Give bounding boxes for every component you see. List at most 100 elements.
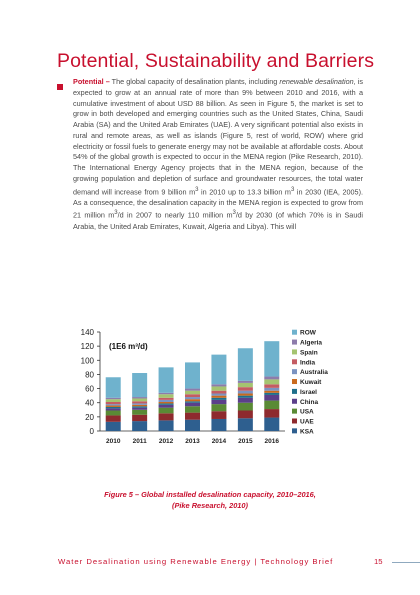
bar-segment-india	[105, 402, 121, 405]
bar-segment-uae	[158, 413, 174, 421]
bar-segment-spain	[264, 379, 280, 385]
x-tick-label: 2016	[265, 438, 280, 445]
y-tick-label: 60	[85, 385, 94, 394]
bar-segment-ksa	[185, 419, 200, 431]
bar-segment-uae	[132, 414, 148, 422]
bar-segment-row	[158, 367, 174, 393]
x-tick-label: 2014	[212, 438, 227, 445]
bar-segment-uae	[185, 412, 200, 420]
bar-segment-kuwait	[158, 402, 174, 404]
superscript-3: 3	[114, 210, 118, 217]
bar-segment-ksa	[264, 417, 280, 431]
figure-caption-line-1: Figure 5 – Global installed desalination…	[104, 490, 316, 499]
legend-label: KSA	[300, 428, 314, 435]
bar-segment-row	[132, 373, 148, 398]
paragraph-text-6: /d by 2030 (of which 70% is in Saudi Ara…	[73, 210, 364, 231]
bar-segment-israel	[132, 406, 148, 408]
y-tick-label: 80	[85, 370, 94, 379]
bar-segment-row	[237, 348, 253, 381]
bar-segment-australia	[264, 387, 280, 391]
legend-label: UAE	[300, 418, 314, 425]
bar-segment-israel	[185, 401, 200, 403]
bar-segment-usa	[158, 407, 174, 414]
bar-segment-india	[185, 394, 200, 398]
bar-segment-usa	[185, 406, 200, 413]
legend-label: India	[300, 359, 316, 366]
capacity-chart: 0 20 40 60 80 100 120 140 (1E6 m³/d) 2010 2011 2012…	[70, 300, 350, 480]
bar-segment-algeria	[237, 380, 253, 383]
bar-segment-india	[237, 387, 253, 391]
bar-segment-ksa	[211, 418, 227, 431]
bar-segment-spain	[237, 382, 253, 388]
legend-swatch-spain	[292, 349, 297, 355]
bar-segment-kuwait	[132, 404, 148, 407]
legend-swatch-israel	[292, 388, 297, 394]
bar-segment-uae	[105, 415, 121, 422]
stacked-bar-chart: 0 20 40 60 80 100 120 140 (1E6 m³/d) 2010 2011 2012…	[81, 328, 329, 445]
bar-segment-usa	[264, 400, 280, 410]
bar-segment-australia	[132, 403, 148, 405]
legend-swatch-kuwait	[292, 379, 297, 385]
paragraph-emphasis: renewable desalination	[279, 77, 354, 86]
legend-label: USA	[300, 409, 314, 416]
paragraph-text-2: , is expected to grow at an annual rate …	[73, 77, 363, 196]
bar-segment-usa	[237, 402, 253, 411]
bar-segment-india	[264, 384, 280, 388]
bar-segment-spain	[185, 390, 200, 395]
legend-label: ROW	[300, 330, 317, 337]
bar-segment-usa	[132, 409, 148, 415]
section-title: Potential, Sustainability and Barriers	[57, 50, 375, 72]
bar-segment-spain	[132, 398, 148, 402]
bar-segment-ksa	[237, 418, 253, 431]
bar-segment-algeria	[211, 384, 227, 387]
bar-segment-australia	[211, 393, 227, 396]
paragraph-text-4: in 2030 (IEA, 2005). As a consequence, t…	[73, 186, 364, 220]
bar-segment-india	[132, 401, 148, 404]
bar-segment-ksa	[158, 420, 174, 431]
y-tick-label: 140	[81, 328, 95, 337]
y-tick-label: 20	[85, 413, 94, 422]
bar-segment-china	[132, 407, 148, 410]
bar-segment-row	[264, 341, 280, 377]
bar-segment-algeria	[264, 376, 280, 380]
paragraph-lead: Potential –	[73, 77, 110, 86]
bar-segment-row	[185, 362, 200, 389]
legend-label: Australia	[300, 369, 328, 376]
bar-segment-algeria	[105, 397, 121, 400]
legend-swatch-china	[292, 398, 297, 404]
legend-swatch-ksa	[292, 428, 297, 434]
bar-segment-china	[211, 399, 227, 405]
unit-label: (1E6 m³/d)	[109, 342, 148, 351]
bar-segment-kuwait	[185, 399, 200, 402]
figure-caption-line-2: (Pike Research, 2010)	[171, 500, 248, 510]
figure-caption: Figure 5 – Global installed desalination…	[60, 490, 360, 511]
bar-segment-india	[211, 390, 227, 394]
legend-swatch-row	[292, 329, 297, 335]
x-tick-label: 2010	[106, 438, 121, 445]
bar-segment-india	[158, 397, 174, 400]
superscript-3: 3	[195, 186, 199, 193]
bar-segment-australia	[105, 404, 121, 406]
bar-segment-israel	[158, 403, 174, 405]
bar-segment-australia	[185, 397, 200, 400]
legend-label: Algeria	[300, 340, 322, 347]
legend-swatch-india	[292, 359, 297, 365]
bar-segment-row	[211, 354, 227, 385]
x-tick-label: 2015	[238, 438, 253, 445]
superscript-3: 3	[290, 186, 295, 193]
x-tick-label: 2012	[159, 438, 174, 445]
bar-segment-china	[237, 397, 253, 403]
legend-swatch-australia	[292, 369, 297, 375]
bar-segment-china	[158, 404, 174, 408]
bar-segment-kuwait	[211, 395, 227, 398]
bar-segment-kuwait	[105, 405, 121, 407]
body-paragraph: Potential – The global capacity of desal…	[73, 77, 363, 232]
bar-segment-usa	[105, 410, 121, 416]
bar-segment-spain	[105, 399, 121, 403]
legend-label: China	[300, 399, 318, 406]
x-tick-label: 2011	[133, 438, 147, 445]
bar-segment-row	[105, 377, 121, 398]
bullet-square-icon	[57, 84, 63, 90]
bar-segment-uae	[211, 411, 227, 419]
bar-segment-israel	[237, 395, 253, 398]
